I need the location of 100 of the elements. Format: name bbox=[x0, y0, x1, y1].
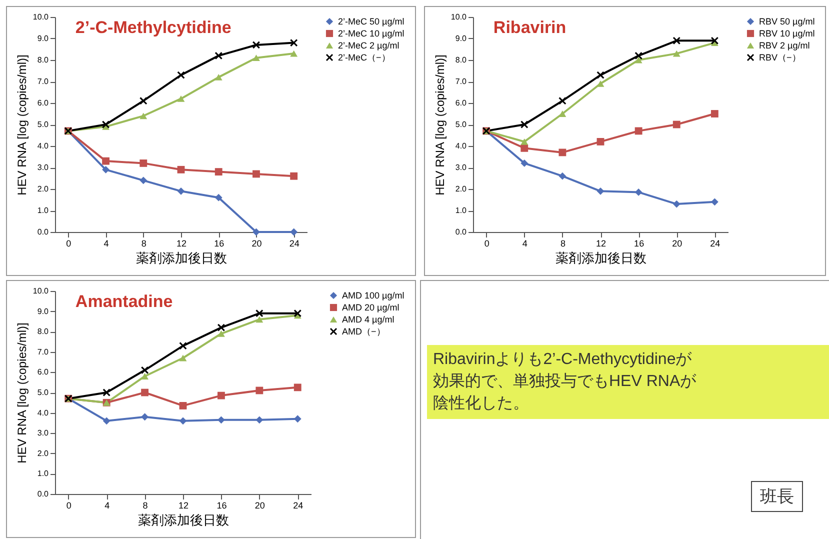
point bbox=[177, 95, 185, 102]
point bbox=[177, 166, 185, 174]
legend-label: 2’-MeC（−） bbox=[338, 52, 390, 62]
point bbox=[179, 354, 187, 362]
legend-label: AMD（−） bbox=[342, 326, 386, 336]
y-tick-label: 4.0 bbox=[37, 142, 50, 150]
point bbox=[141, 366, 148, 374]
x-tick-label: 24 bbox=[710, 238, 720, 248]
legend-label: 2’-MeC 2 µg/ml bbox=[338, 40, 400, 50]
point bbox=[596, 138, 604, 146]
point bbox=[520, 120, 528, 128]
x-tick-label: 0 bbox=[484, 238, 490, 248]
legend-label: RBV 10 µg/ml bbox=[759, 28, 815, 38]
y-tick-label: 7.0 bbox=[37, 77, 50, 86]
y-tick-label: 5.0 bbox=[37, 120, 50, 129]
point bbox=[102, 166, 110, 174]
y-tick-label: 0.0 bbox=[37, 228, 50, 236]
point bbox=[218, 416, 225, 424]
x-tick-label: 0 bbox=[66, 238, 72, 248]
point bbox=[290, 172, 298, 180]
point bbox=[290, 39, 298, 47]
x-tick-label: 4 bbox=[522, 238, 528, 248]
point bbox=[520, 138, 528, 145]
x-tick-label: 20 bbox=[672, 238, 682, 248]
y-tick-label: 6.0 bbox=[455, 98, 468, 108]
x-tick-label: 16 bbox=[216, 500, 227, 510]
legend-label: RBV（−） bbox=[759, 52, 801, 62]
point bbox=[596, 187, 604, 195]
point bbox=[252, 54, 260, 62]
point bbox=[141, 413, 148, 421]
chart-title: Ribavirin bbox=[493, 18, 566, 37]
point bbox=[672, 120, 680, 128]
point bbox=[672, 200, 680, 208]
y-tick-label: 4.0 bbox=[455, 142, 468, 150]
y-axis-title: HEV RNA [log (copies/ml)] bbox=[432, 54, 447, 196]
point bbox=[710, 36, 718, 44]
y-tick-label: 5.0 bbox=[455, 120, 468, 129]
point bbox=[634, 56, 642, 64]
y-tick-label: 3.0 bbox=[37, 163, 50, 172]
y-tick-label: 1.0 bbox=[455, 206, 468, 215]
y-tick-label: 2.0 bbox=[37, 448, 50, 458]
y-tick-label: 6.0 bbox=[37, 368, 50, 377]
y-axis-title: HEV RNA [log (copies/ml)] bbox=[14, 54, 29, 196]
y-tick-label: 8.0 bbox=[455, 56, 468, 64]
legend-label: AMD 4 µg/ml bbox=[342, 314, 394, 324]
legend-label: 2’-MeC 50 µg/ml bbox=[338, 16, 404, 26]
legend-label: RBV 2 µg/ml bbox=[759, 40, 810, 50]
point bbox=[141, 373, 148, 380]
y-tick-label: 2.0 bbox=[37, 184, 50, 194]
point bbox=[256, 316, 264, 323]
point bbox=[294, 310, 302, 318]
point bbox=[558, 110, 566, 117]
point bbox=[141, 388, 148, 396]
x-tick-label: 12 bbox=[178, 500, 189, 510]
y-tick-label: 10.0 bbox=[32, 12, 50, 22]
chart-title: 2’-C-Methylcytidine bbox=[75, 18, 232, 37]
point bbox=[140, 176, 148, 184]
x-tick-label: 0 bbox=[66, 500, 72, 510]
point bbox=[214, 74, 222, 80]
legend-label: AMD 20 µg/ml bbox=[342, 302, 400, 312]
point bbox=[558, 148, 566, 156]
y-tick-label: 1.0 bbox=[37, 206, 50, 215]
y-tick-label: 0.0 bbox=[455, 228, 468, 236]
y-tick-label: 9.0 bbox=[455, 34, 468, 43]
point bbox=[634, 52, 642, 60]
point bbox=[558, 97, 566, 105]
y-tick-label: 0.0 bbox=[37, 490, 50, 498]
point bbox=[672, 50, 680, 57]
y-tick-label: 8.0 bbox=[37, 56, 50, 64]
point bbox=[252, 170, 260, 178]
point bbox=[214, 52, 222, 60]
x-tick-label: 8 bbox=[141, 238, 146, 248]
point bbox=[596, 71, 604, 79]
point bbox=[520, 159, 528, 167]
point bbox=[294, 384, 302, 392]
point bbox=[140, 112, 148, 120]
x-tick-label: 8 bbox=[142, 500, 148, 510]
x-tick-label: 20 bbox=[254, 500, 265, 510]
x-axis-title: 薬剤添加後日数 bbox=[136, 250, 227, 266]
point bbox=[256, 386, 264, 394]
legend-label: RBV 50 µg/ml bbox=[759, 16, 815, 26]
y-tick-label: 10.0 bbox=[450, 12, 468, 22]
y-tick-label: 8.0 bbox=[37, 327, 50, 336]
x-tick-label: 16 bbox=[634, 238, 644, 248]
x-tick-label: 24 bbox=[293, 500, 304, 510]
text: 班長 bbox=[751, 481, 803, 512]
x-tick-label: 4 bbox=[104, 238, 109, 248]
y-tick-label: 6.0 bbox=[37, 98, 50, 108]
chart-title: Amantadine bbox=[75, 292, 173, 311]
y-tick-label: 7.0 bbox=[455, 77, 468, 86]
y-tick-label: 2.0 bbox=[455, 184, 468, 194]
x-tick-label: 12 bbox=[176, 238, 187, 248]
point bbox=[177, 187, 185, 195]
point bbox=[256, 416, 264, 424]
point bbox=[294, 415, 302, 423]
x-tick-label: 16 bbox=[214, 238, 224, 248]
point bbox=[214, 168, 222, 176]
point bbox=[218, 330, 225, 337]
x-tick-label: 24 bbox=[289, 238, 300, 248]
point bbox=[634, 188, 642, 196]
